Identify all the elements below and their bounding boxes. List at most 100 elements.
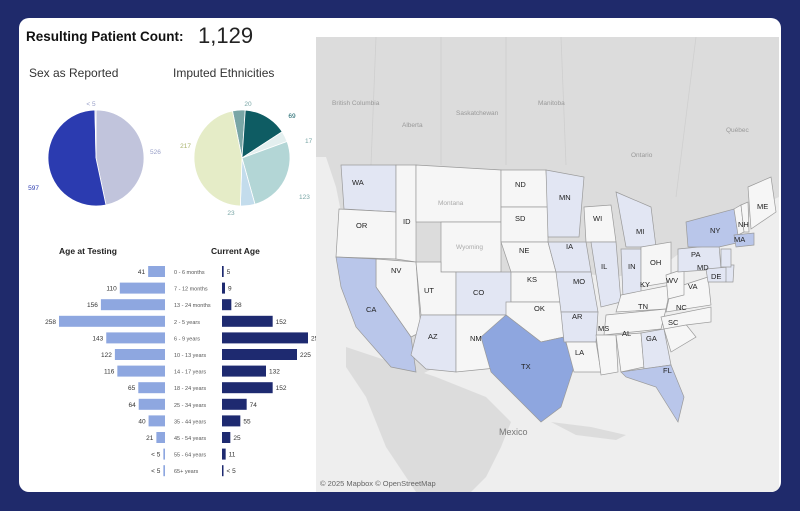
ethnicity-pie-slice-3[interactable] (241, 140, 291, 205)
current-age-bar[interactable] (222, 332, 308, 344)
age-testing-bar[interactable] (117, 365, 165, 377)
age-testing-bar[interactable] (100, 299, 165, 311)
age-testing-bar[interactable] (163, 448, 165, 460)
age-testing-value: 65 (128, 385, 136, 392)
age-testing-bar[interactable] (106, 332, 165, 344)
ethnicity-pie-slice-5[interactable] (193, 110, 243, 207)
current-age-value: 9 (228, 286, 232, 293)
sex-pie-slice-1[interactable] (47, 109, 107, 207)
state-fl[interactable] (620, 364, 685, 423)
state-va[interactable] (665, 276, 712, 313)
state-label-mi: MI (636, 227, 644, 236)
state-nc[interactable] (660, 306, 712, 330)
state-ny[interactable] (685, 208, 742, 248)
state-wi[interactable] (583, 204, 617, 243)
current-age-value: 5 (227, 269, 231, 276)
current-age-bar[interactable] (222, 349, 297, 360)
state-ms[interactable] (595, 334, 619, 376)
age-testing-bar[interactable] (163, 465, 165, 477)
current-age-bar[interactable] (222, 432, 231, 443)
age-category-label: 7 - 12 months (174, 287, 208, 293)
state-label-wa: WA (352, 178, 364, 187)
region-label: Wyoming (456, 244, 483, 251)
state-mn[interactable] (545, 169, 585, 238)
state-label-ga: GA (646, 334, 657, 343)
current-age-bar[interactable] (222, 282, 225, 294)
current-age-bar[interactable] (222, 448, 226, 460)
current-age-bar[interactable] (222, 382, 273, 394)
region-label: Mexico (499, 427, 528, 437)
age-testing-value: < 5 (151, 452, 161, 459)
sex-pie-slice-0[interactable] (95, 109, 145, 206)
sex-chart-title: Sex as Reported (29, 66, 119, 80)
current-age-value: 55 (243, 418, 251, 425)
age-category-label: 13 - 24 months (174, 303, 211, 309)
state-nj[interactable] (720, 248, 732, 268)
age-testing-bar[interactable] (119, 282, 165, 294)
state-ma[interactable] (733, 232, 755, 248)
current-age-bar[interactable] (222, 299, 232, 311)
state-label-nv: NV (391, 266, 401, 275)
state-in[interactable] (620, 248, 642, 298)
age-testing-bar[interactable] (156, 432, 165, 443)
state-label-md: MD (697, 263, 709, 272)
age-testing-bar[interactable] (114, 349, 165, 360)
sex-pie-slice-2[interactable] (94, 109, 97, 159)
age-testing-bar[interactable] (138, 382, 165, 394)
state-de[interactable] (725, 264, 735, 283)
region-label: Ontario (631, 152, 653, 159)
state-me[interactable] (747, 176, 777, 230)
age-testing-value: 64 (128, 402, 136, 409)
current-age-bar[interactable] (222, 266, 224, 277)
state-tn[interactable] (603, 308, 667, 336)
region-label: British Columbia (332, 100, 380, 107)
age-testing-value: < 5 (151, 468, 161, 475)
map-province-borders (370, 37, 697, 198)
state-tx[interactable] (480, 314, 575, 423)
state-label-tn: TN (638, 302, 648, 311)
state-label-nd: ND (515, 180, 526, 189)
current-age-value: 25 (233, 435, 241, 442)
state-label-de: DE (711, 272, 721, 281)
current-age-bar[interactable] (222, 315, 273, 327)
age-testing-bar[interactable] (148, 266, 165, 277)
state-label-ms: MS (598, 324, 609, 333)
age-category-label: 2 - 5 years (174, 320, 200, 326)
age-testing-value: 122 (101, 352, 112, 359)
current-age-title: Current Age (211, 246, 260, 256)
current-age-bar[interactable] (222, 398, 247, 410)
state-label-ok: OK (534, 304, 545, 313)
age-bar-chart[interactable]: 41 0 - 6 months 5 110 7 - 12 months 9 156 13 - … (29, 262, 317, 486)
state-label-pa: PA (691, 250, 700, 259)
age-testing-value: 116 (104, 369, 115, 376)
ethnicity-pie-label-5: 217 (180, 143, 191, 150)
age-testing-bar[interactable] (138, 398, 165, 410)
state-labels: WA OR ID NV CA UT AZ CO NM ND SD NE KS OK TX MN IA MO AR LA… (352, 178, 768, 375)
state-label-oh: OH (650, 258, 661, 267)
state-label-me: ME (757, 202, 768, 211)
state-id[interactable] (395, 164, 417, 263)
sex-pie-chart[interactable]: 526 597 < 5 (19, 98, 169, 218)
sex-pie-label-0: 526 (150, 149, 161, 156)
age-testing-bar[interactable] (59, 315, 165, 327)
state-wa[interactable] (340, 164, 397, 213)
age-testing-bar[interactable] (148, 415, 165, 427)
ethnicity-pie-chart[interactable]: 20 69 17 123 23 217 (169, 98, 317, 218)
state-sd[interactable] (500, 206, 549, 243)
state-or[interactable] (335, 208, 397, 260)
state-al[interactable] (615, 332, 645, 373)
state-label-ut: UT (424, 286, 434, 295)
age-testing-value: 21 (146, 435, 154, 442)
state-label-id: ID (403, 217, 411, 226)
map-mexico-land (346, 347, 511, 492)
current-age-bar[interactable] (222, 365, 266, 377)
state-label-al: AL (622, 329, 631, 338)
current-age-bar[interactable] (222, 465, 224, 477)
state-ca[interactable] (335, 256, 417, 373)
current-age-bar[interactable] (222, 415, 241, 427)
state-az[interactable] (410, 314, 457, 373)
us-state-map[interactable]: British Columbia Alberta Saskatchewan Manit… (316, 37, 779, 492)
state-mt[interactable] (415, 164, 502, 223)
map-copyright: © 2025 Mapbox © OpenStreetMap (320, 479, 436, 488)
state-nh[interactable] (740, 201, 750, 233)
